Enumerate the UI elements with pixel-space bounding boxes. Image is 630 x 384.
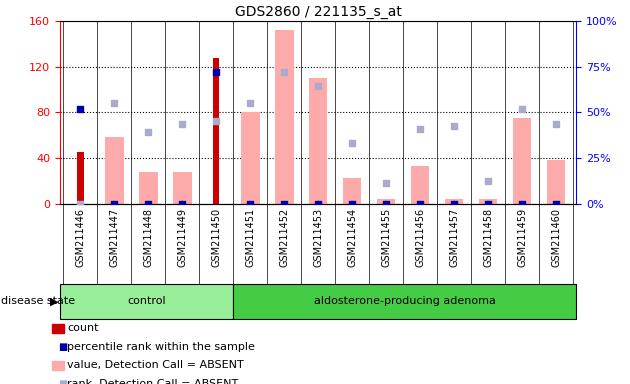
Point	[347, 140, 357, 146]
Bar	[411, 166, 430, 204]
Text: aldosterone-producing adenoma: aldosterone-producing adenoma	[314, 296, 496, 306]
Point	[143, 129, 153, 135]
Point	[517, 106, 527, 112]
Text: control: control	[127, 296, 166, 306]
Point	[279, 200, 289, 207]
Bar	[343, 179, 362, 204]
Point	[109, 200, 119, 207]
Point	[177, 121, 187, 127]
Point	[415, 126, 425, 132]
Text: GSM211452: GSM211452	[279, 208, 289, 267]
Text: GSM211447: GSM211447	[109, 208, 119, 266]
Text: GSM211456: GSM211456	[415, 208, 425, 266]
Text: GSM211451: GSM211451	[245, 208, 255, 266]
Text: ■: ■	[58, 379, 67, 384]
Point	[75, 106, 85, 112]
Text: ■: ■	[58, 342, 67, 352]
Point	[109, 100, 119, 106]
Bar	[139, 172, 158, 204]
Text: GSM211454: GSM211454	[347, 208, 357, 266]
Bar	[173, 172, 192, 204]
Point	[381, 180, 391, 186]
Point	[313, 200, 323, 207]
Point	[449, 200, 459, 207]
Point	[245, 200, 255, 207]
Bar	[445, 199, 464, 204]
Point	[177, 200, 187, 207]
Point	[551, 121, 561, 127]
Point	[347, 200, 357, 207]
Point	[483, 178, 493, 184]
Bar	[105, 137, 123, 204]
Text: GSM211455: GSM211455	[381, 208, 391, 267]
Text: percentile rank within the sample: percentile rank within the sample	[67, 342, 255, 352]
Bar	[77, 152, 84, 204]
Text: disease state: disease state	[1, 296, 76, 306]
Bar	[479, 199, 498, 204]
Text: GSM211449: GSM211449	[177, 208, 187, 266]
Bar	[241, 112, 260, 204]
Point	[211, 70, 221, 76]
Bar	[213, 58, 219, 204]
Text: GSM211458: GSM211458	[483, 208, 493, 266]
Bar	[309, 78, 328, 204]
Text: GSM211450: GSM211450	[211, 208, 221, 266]
Bar	[233, 284, 576, 319]
Text: ▶: ▶	[50, 296, 58, 306]
Bar	[60, 284, 233, 319]
Text: value, Detection Call = ABSENT: value, Detection Call = ABSENT	[67, 360, 244, 370]
Text: rank, Detection Call = ABSENT: rank, Detection Call = ABSENT	[67, 379, 239, 384]
Text: GSM211453: GSM211453	[313, 208, 323, 266]
Text: GSM211460: GSM211460	[551, 208, 561, 266]
Text: GSM211446: GSM211446	[75, 208, 85, 266]
Text: GSM211457: GSM211457	[449, 208, 459, 267]
Bar	[275, 30, 294, 204]
Text: count: count	[67, 323, 99, 333]
Title: GDS2860 / 221135_s_at: GDS2860 / 221135_s_at	[235, 5, 401, 19]
Bar	[547, 160, 565, 204]
Point	[279, 70, 289, 76]
Point	[143, 200, 153, 207]
Point	[75, 200, 85, 207]
Point	[381, 200, 391, 207]
Point	[245, 100, 255, 106]
Point	[483, 200, 493, 207]
Point	[449, 123, 459, 129]
Point	[211, 118, 221, 124]
Point	[551, 200, 561, 207]
Point	[415, 200, 425, 207]
Bar	[513, 118, 532, 204]
Point	[313, 83, 323, 89]
Text: GSM211459: GSM211459	[517, 208, 527, 266]
Text: GSM211448: GSM211448	[143, 208, 153, 266]
Point	[517, 200, 527, 207]
Bar	[377, 199, 396, 204]
